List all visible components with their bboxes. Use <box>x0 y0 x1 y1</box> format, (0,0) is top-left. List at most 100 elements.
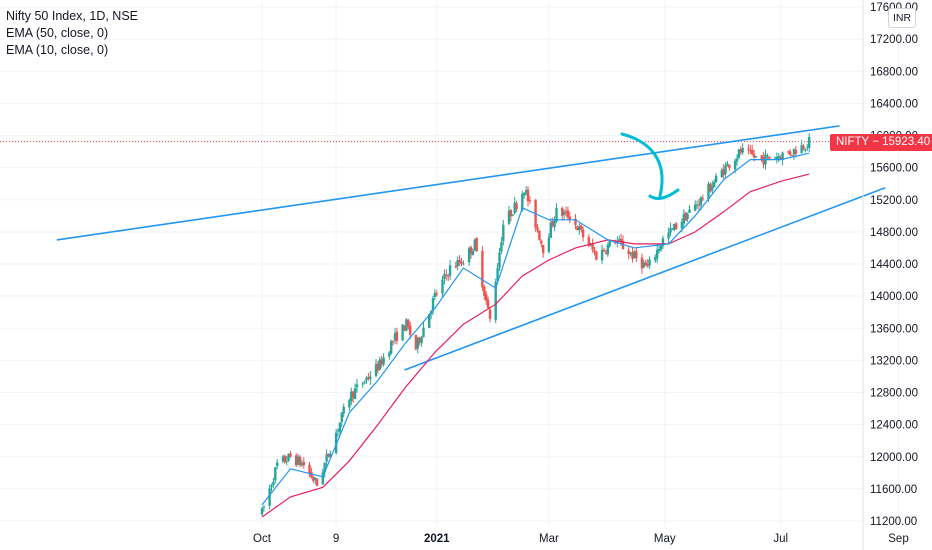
candle-body <box>334 432 338 454</box>
candle-body <box>287 453 290 461</box>
grid-lines <box>0 0 899 528</box>
candle-body <box>467 248 471 263</box>
candle-body <box>733 160 737 170</box>
candle-body <box>481 250 484 288</box>
time-tick-label: May <box>654 533 676 545</box>
candle-body <box>766 155 769 157</box>
candle-body <box>388 352 391 357</box>
candle-body <box>728 164 731 169</box>
candle-body <box>709 183 712 192</box>
candle-body <box>521 193 524 211</box>
candle-body <box>549 222 552 238</box>
candle-body <box>779 157 782 160</box>
time-axis[interactable]: Oct92021MarMayJulSepNov <box>253 533 932 545</box>
candle-body <box>747 148 750 150</box>
ema10-line <box>261 152 810 506</box>
candle-body <box>295 455 298 466</box>
candle-body <box>433 292 437 297</box>
legend-ema50[interactable]: EMA (50, close, 0) <box>6 26 109 40</box>
candle-body <box>498 252 501 268</box>
candle-body <box>580 225 583 230</box>
candle-body <box>447 275 450 277</box>
candle-body <box>595 251 598 260</box>
candle-body <box>646 264 649 267</box>
arrow-curve <box>620 132 664 198</box>
currency-button[interactable]: INR <box>888 8 916 28</box>
candle-body <box>336 430 340 432</box>
candle-body <box>680 221 684 229</box>
candle-body <box>395 331 399 342</box>
candle-body <box>781 152 784 161</box>
candle-body <box>538 230 541 241</box>
candle-body <box>458 259 461 263</box>
candle-body <box>578 226 581 231</box>
candle-body <box>581 229 585 238</box>
candle-body <box>460 261 463 264</box>
candle-body <box>515 203 518 210</box>
candle-body <box>300 463 304 466</box>
trendlines[interactable] <box>56 125 886 371</box>
candle-body <box>593 250 596 252</box>
candle-body <box>380 359 383 365</box>
candle-body <box>428 313 431 328</box>
last-price-label: NIFTY − 15923.40 <box>830 134 932 151</box>
time-tick-label: Mar <box>539 533 559 545</box>
candle-body <box>376 363 380 371</box>
candle-body <box>441 279 444 294</box>
candle-body <box>688 209 691 213</box>
candle-body <box>675 223 678 229</box>
candle-body <box>314 477 317 480</box>
candle-body <box>707 184 710 200</box>
price-tick-label: 13200.00 <box>870 355 918 367</box>
candle-body <box>321 472 324 485</box>
candle-body <box>608 240 611 247</box>
candle-body <box>711 186 714 191</box>
candlestick-series <box>260 133 811 516</box>
candle-body <box>619 238 623 243</box>
ema50-line <box>261 173 810 518</box>
candle-body <box>473 239 476 251</box>
candle-body <box>524 190 528 193</box>
candle-body <box>726 163 729 167</box>
candle-body <box>469 247 473 254</box>
candle-body <box>365 377 368 381</box>
candle-body <box>659 245 663 250</box>
candle-body <box>553 220 556 227</box>
price-axis[interactable]: 17600.0017200.0016800.0016400.0016000.00… <box>870 2 918 528</box>
candle-body <box>633 251 636 259</box>
legend-ema10[interactable]: EMA (10, close, 0) <box>6 43 109 57</box>
candle-body <box>806 146 809 148</box>
price-tick-label: 11600.00 <box>870 484 917 496</box>
candle-body <box>526 189 530 202</box>
arrow-head <box>648 188 680 200</box>
candle-body <box>654 256 657 261</box>
candle-body <box>315 479 319 486</box>
candle-body <box>407 320 410 328</box>
time-tick-label: 2021 <box>424 533 450 545</box>
candle-body <box>281 456 285 462</box>
candle-body <box>435 293 438 295</box>
candle-body <box>456 260 459 267</box>
price-tick-label: 12400.00 <box>870 420 918 432</box>
legend-symbol[interactable]: Nifty 50 Index, 1D, NSE <box>6 9 139 23</box>
candle-body <box>422 327 425 338</box>
candle-body <box>800 145 803 154</box>
candle-body <box>699 197 703 206</box>
candle-body <box>353 388 357 399</box>
candle-body <box>382 357 385 365</box>
candle-body <box>682 214 685 224</box>
candle-body <box>283 455 286 463</box>
candle-body <box>475 238 478 252</box>
candle-body <box>741 148 744 153</box>
candle-body <box>393 333 397 341</box>
candle-body <box>483 286 486 296</box>
candle-body <box>431 298 435 311</box>
candle-body <box>285 461 288 463</box>
projection-arrow[interactable] <box>620 132 680 200</box>
candle-body <box>302 461 305 466</box>
candle-body <box>260 508 264 515</box>
candle-body <box>416 337 419 349</box>
candle-body <box>606 244 609 255</box>
candle-body <box>568 216 571 220</box>
